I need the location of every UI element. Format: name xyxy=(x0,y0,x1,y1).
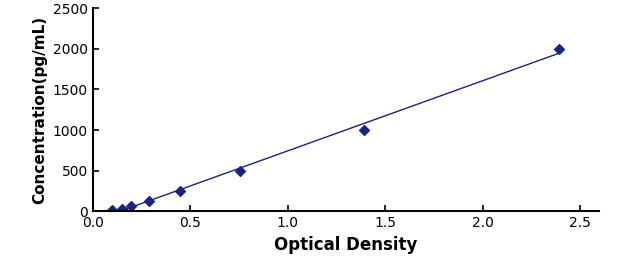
Point xyxy=(126,204,136,208)
Point xyxy=(235,169,245,173)
Point xyxy=(554,47,564,51)
Point xyxy=(176,189,185,193)
Point xyxy=(144,199,154,203)
Point xyxy=(117,207,127,211)
Y-axis label: Concentration(pg/mL): Concentration(pg/mL) xyxy=(32,16,47,204)
X-axis label: Optical Density: Optical Density xyxy=(274,236,418,254)
Point xyxy=(107,208,117,212)
Point xyxy=(358,128,368,132)
